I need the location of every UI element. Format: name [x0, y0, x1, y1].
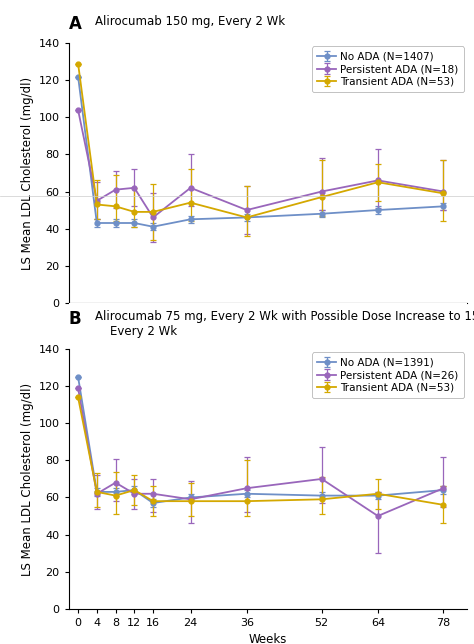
Text: A: A: [69, 15, 82, 33]
X-axis label: Weeks: Weeks: [249, 327, 287, 340]
Text: B: B: [69, 310, 82, 328]
Legend: No ADA (N=1407), Persistent ADA (N=18), Transient ADA (N=53): No ADA (N=1407), Persistent ADA (N=18), …: [312, 46, 464, 92]
Text: Alirocumab 75 mg, Every 2 Wk with Possible Dose Increase to 150 mg
    Every 2 W: Alirocumab 75 mg, Every 2 Wk with Possib…: [95, 310, 474, 337]
Y-axis label: LS Mean LDL Cholesterol (mg/dl): LS Mean LDL Cholesterol (mg/dl): [21, 383, 35, 576]
Legend: No ADA (N=1391), Persistent ADA (N=26), Transient ADA (N=53): No ADA (N=1391), Persistent ADA (N=26), …: [312, 352, 464, 398]
Text: Alirocumab 150 mg, Every 2 Wk: Alirocumab 150 mg, Every 2 Wk: [95, 15, 285, 28]
Y-axis label: LS Mean LDL Cholesterol (mg/dl): LS Mean LDL Cholesterol (mg/dl): [21, 77, 35, 270]
X-axis label: Weeks: Weeks: [249, 633, 287, 644]
